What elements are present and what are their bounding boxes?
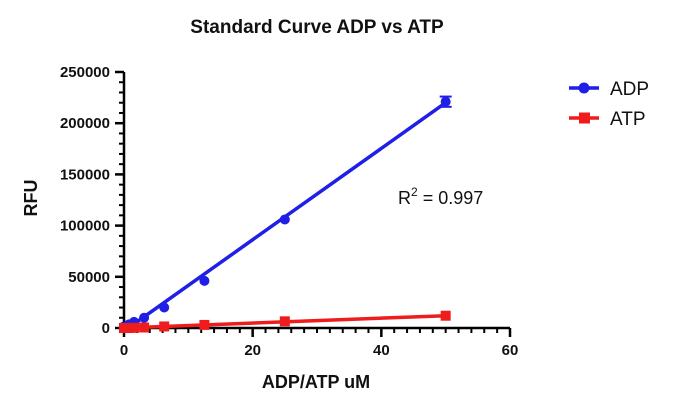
adp-legend-marker [578, 82, 590, 94]
y-tick-label: 200000 [60, 115, 110, 132]
atp-legend-label: ATP [610, 109, 646, 130]
atp-data-point [129, 322, 140, 333]
r-squared-value: = 0.997 [418, 188, 484, 208]
plot-area [119, 95, 452, 333]
atp-data-point [279, 316, 290, 327]
y-tick-label: 250000 [60, 64, 110, 81]
x-tick-label: 60 [502, 342, 519, 359]
atp-data-point [440, 310, 451, 321]
adp-legend-label: ADP [610, 79, 649, 100]
x-tick-label: 0 [120, 342, 128, 359]
legend: ADP ATP [569, 79, 649, 130]
r-squared-annotation: R2 = 0.997 [398, 185, 483, 208]
y-tick-label: 100000 [60, 218, 110, 235]
adp-data-point [159, 302, 170, 313]
x-tick-label: 40 [373, 342, 390, 359]
y-axis-label: RFU [21, 180, 41, 217]
atp-data-point [139, 322, 150, 333]
r-squared-base: R [398, 188, 411, 208]
adp-data-point [199, 275, 210, 286]
axes: 0 50000 100000 150000 200000 250000 0 20 40 60 [60, 64, 518, 359]
y-tick-label: 150000 [60, 166, 110, 183]
atp-data-point [199, 319, 210, 330]
y-tick-label: 0 [102, 320, 110, 337]
atp-data-point [119, 323, 129, 333]
atp-data-point [159, 321, 170, 332]
r-squared-superscript: 2 [411, 185, 418, 199]
x-tick-label: 20 [244, 342, 261, 359]
atp-legend-marker [579, 112, 590, 124]
y-tick-label: 50000 [68, 269, 110, 286]
chart-title: Standard Curve ADP vs ATP [190, 17, 444, 38]
x-axis-label: ADP/ATP uM [262, 372, 370, 392]
adp-data-point [440, 96, 451, 107]
adp-data-point [279, 214, 290, 225]
adp-data-point [139, 312, 150, 323]
atp-data-point [124, 323, 135, 333]
